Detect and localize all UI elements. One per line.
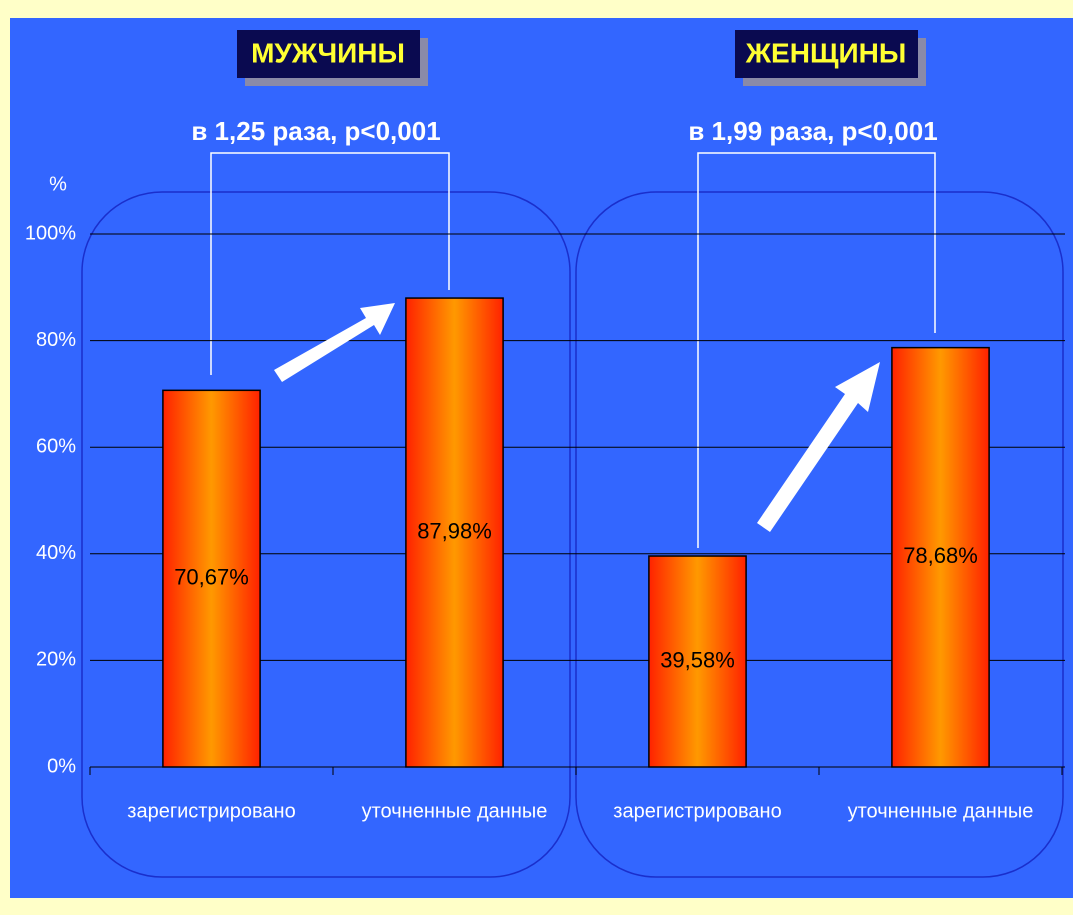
bracket [697,152,936,548]
bar [648,555,747,768]
bar [405,297,504,768]
value-label: 78,68% [903,543,978,568]
x-tick-label: зарегистрировано [613,800,781,822]
y-tick-label: 80% [36,329,76,351]
group-title: ЖЕНЩИНЫ [745,37,907,68]
group-box [81,191,571,878]
title-box [735,30,918,78]
y-tick-label: 20% [36,649,76,671]
value-label: 70,67% [174,564,249,589]
value-label: 87,98% [417,518,492,543]
y-tick-label: 100% [25,222,76,244]
x-tick-label: уточненные данные [362,800,548,822]
arrow [274,303,395,382]
value-label: 39,58% [660,647,735,672]
bracket [210,152,450,375]
title-box [237,30,420,78]
bar [162,389,261,768]
group-box [575,191,1064,878]
group-title: МУЖЧИНЫ [251,37,405,68]
y-tick-label: 60% [36,435,76,457]
y-axis-label: % [49,173,67,195]
y-tick-label: 40% [36,542,76,564]
bar [891,346,990,768]
x-tick-label: зарегистрировано [127,800,295,822]
annotation: в 1,25 раза, p<0,001 [191,116,440,146]
y-tick-label: 0% [47,755,76,777]
x-tick-label: уточненные данные [848,800,1034,822]
annotation: в 1,99 раза, p<0,001 [688,116,937,146]
plot: 0% 20% 40% 60% 80% 100% зарегистрировано 70,67%… [25,222,1065,822]
arrow [757,362,880,532]
